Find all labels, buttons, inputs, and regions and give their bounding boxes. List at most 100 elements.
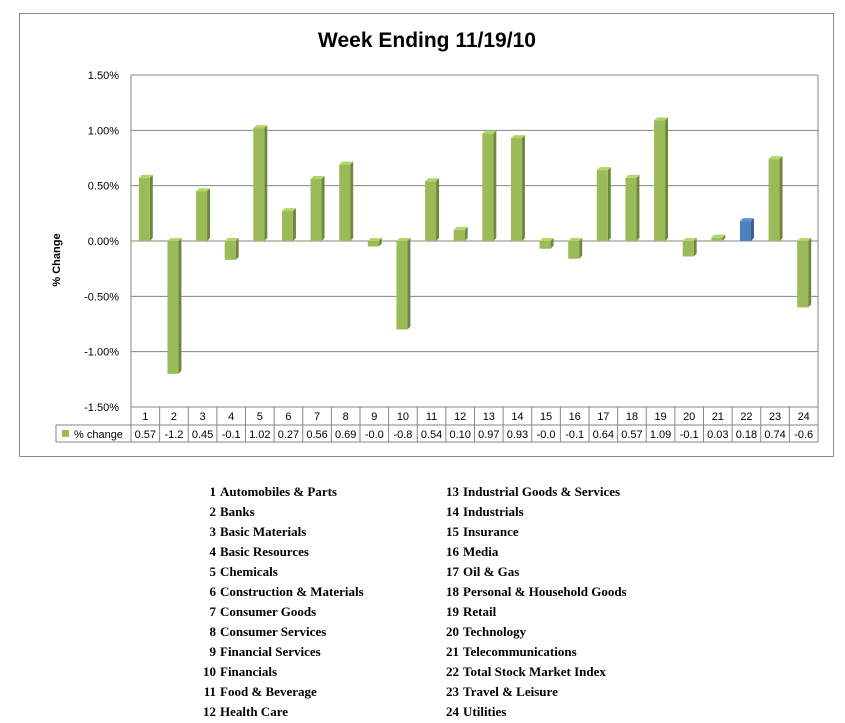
bar-front <box>739 221 751 241</box>
legend-item-name: Insurance <box>463 524 519 539</box>
bar-15 <box>539 238 554 249</box>
bar-9 <box>367 238 382 247</box>
bar-21 <box>711 234 726 241</box>
legend-item-number: 15 <box>446 524 459 539</box>
bar-front <box>510 138 522 241</box>
bar-front <box>367 241 379 247</box>
bars <box>138 117 812 374</box>
bar-front <box>196 191 208 241</box>
bar-top <box>654 117 669 121</box>
bar-front <box>253 128 265 241</box>
bar-side <box>178 238 182 374</box>
bar-8 <box>339 161 354 241</box>
bar-side <box>464 226 468 241</box>
legend-item: 5 Chemicals <box>196 564 278 580</box>
legend-item: 15 Insurance <box>446 524 519 540</box>
legend-item: 14 Industrials <box>446 504 524 520</box>
legend-item-number: 7 <box>209 604 217 619</box>
bar-top <box>138 174 153 178</box>
legend-item-number: 3 <box>209 524 217 539</box>
bar-side <box>636 174 640 241</box>
bar-side <box>607 167 611 241</box>
x-tick-label: 15 <box>540 411 552 423</box>
legend-item-name: Consumer Services <box>220 624 327 639</box>
x-tick-label: 14 <box>511 411 523 423</box>
series-legend-key <box>62 430 69 437</box>
bar-side <box>521 135 525 241</box>
bar-top <box>425 178 440 182</box>
bar-side <box>149 174 153 241</box>
bar-side <box>350 161 354 241</box>
legend-item-number: 16 <box>446 544 459 559</box>
data-value-label: 0.03 <box>707 429 728 441</box>
y-axis-ticks: 1.50% 1.00% 0.50% 0.00% -0.50% -1.00% -1.50% <box>84 70 119 414</box>
legend-item-number: 6 <box>209 584 217 599</box>
x-tick-label: 12 <box>454 411 466 423</box>
x-tick-label: 9 <box>371 411 377 423</box>
data-value-label: 0.45 <box>192 429 213 441</box>
bar-front <box>425 181 437 241</box>
bar-front <box>281 211 293 241</box>
x-tick-label: 19 <box>654 411 666 423</box>
legend-item-name: Food & Beverage <box>220 684 317 699</box>
legend-item-name: Banks <box>220 504 255 519</box>
legend-item-number: 4 <box>209 544 217 559</box>
bar-23 <box>768 156 783 241</box>
bar-side <box>808 238 812 308</box>
legend-item-number: 23 <box>446 684 459 699</box>
bar-14 <box>510 135 525 241</box>
bar-12 <box>453 226 468 241</box>
data-value-label: -0.6 <box>794 429 813 441</box>
bar-top <box>310 176 325 180</box>
bar-18 <box>625 174 640 241</box>
bar-front <box>339 164 351 241</box>
bar-top <box>196 188 211 192</box>
bar-side <box>550 238 554 249</box>
bar-top <box>625 174 640 178</box>
bar-front <box>654 120 666 241</box>
bar-top <box>739 218 754 222</box>
data-value-label: -1.2 <box>164 429 183 441</box>
bar-side <box>235 238 239 260</box>
x-tick-label: 11 <box>426 411 437 423</box>
legend-item-name: Basic Resources <box>220 544 309 559</box>
bar-11 <box>425 178 440 241</box>
bar-7 <box>310 176 325 241</box>
legend-item-number: 17 <box>446 564 459 579</box>
data-value-label: 1.09 <box>650 429 671 441</box>
bar-front <box>539 241 551 249</box>
x-tick-label: 24 <box>798 411 810 423</box>
bar-top <box>396 238 411 241</box>
legend-item-number: 21 <box>446 644 459 659</box>
legend-item-name: Technology <box>463 624 527 639</box>
data-value-label: -0.8 <box>393 429 412 441</box>
bar-top <box>482 130 497 134</box>
legend-item: 22 Total Stock Market Index <box>446 664 606 680</box>
legend-item-name: Health Care <box>220 704 288 719</box>
bar-front <box>711 237 723 241</box>
y-tick-label: 0.50% <box>88 181 119 193</box>
bar-side <box>407 238 411 330</box>
x-tick-label: 2 <box>171 411 177 423</box>
x-tick-label: 1 <box>142 411 148 423</box>
x-tick-label: 20 <box>683 411 695 423</box>
legend-item-number: 14 <box>446 504 459 519</box>
bar-4 <box>224 238 239 260</box>
bar-front <box>596 170 608 241</box>
bar-front <box>138 177 150 241</box>
legend-item-name: Telecommunications <box>463 644 577 659</box>
bar-side <box>264 125 268 241</box>
bar-top <box>768 156 783 160</box>
legend-item: 18 Personal & Household Goods <box>446 584 627 600</box>
bar-16 <box>568 238 583 259</box>
legend-item-number: 22 <box>446 664 459 679</box>
legend-item-number: 9 <box>209 644 217 659</box>
legend-item: 17 Oil & Gas <box>446 564 519 580</box>
legend-item-number: 2 <box>209 504 217 519</box>
legend-item-name: Consumer Goods <box>220 604 317 619</box>
bar-side <box>722 234 726 241</box>
bar-13 <box>482 130 497 241</box>
bar-side <box>493 130 497 241</box>
bar-17 <box>596 167 611 241</box>
bar-top <box>797 238 812 241</box>
